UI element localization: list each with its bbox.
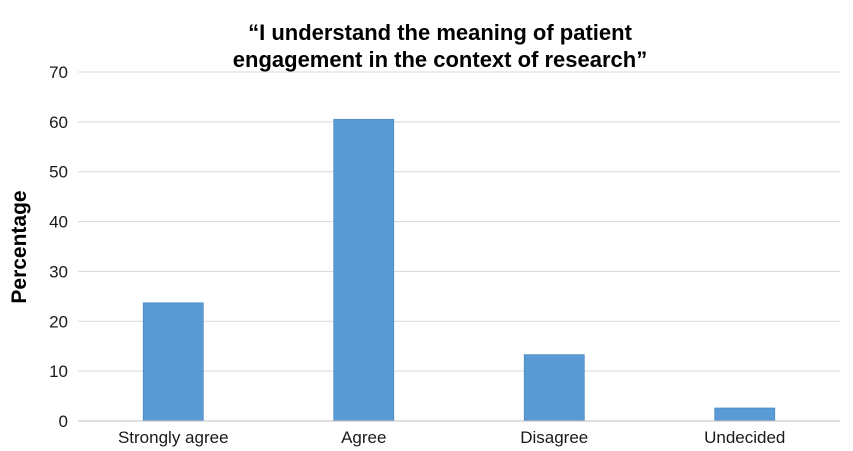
chart-title-line-1: “I understand the meaning of patient (248, 20, 632, 45)
y-tick-label: 60 (49, 113, 68, 132)
x-category-label: Disagree (520, 428, 588, 447)
y-tick-label: 50 (49, 163, 68, 182)
gridlines (78, 71, 840, 372)
y-axis-label: Percentage (8, 190, 31, 303)
x-category-label: Agree (341, 428, 386, 447)
bar-agree (333, 118, 395, 422)
y-tick-label: 20 (49, 312, 68, 331)
bar-strongly-agree (142, 302, 204, 422)
bar-undecided (714, 407, 776, 422)
x-category-label: Strongly agree (118, 428, 229, 447)
y-tick-label: 10 (49, 362, 68, 381)
bar-disagree (523, 354, 585, 422)
bars (142, 118, 776, 422)
x-axis-categories: Strongly agree Agree Disagree Undecided (118, 428, 785, 447)
chart-title: “I understand the meaning of patient eng… (233, 20, 647, 72)
y-axis-ticks: 0 10 20 30 40 50 60 70 (49, 63, 68, 431)
y-tick-label: 0 (59, 412, 68, 431)
y-tick-label: 70 (49, 63, 68, 82)
y-tick-label: 30 (49, 262, 68, 281)
x-category-label: Undecided (704, 428, 785, 447)
chart-title-line-2: engagement in the context of research” (233, 47, 647, 72)
y-tick-label: 40 (49, 213, 68, 232)
